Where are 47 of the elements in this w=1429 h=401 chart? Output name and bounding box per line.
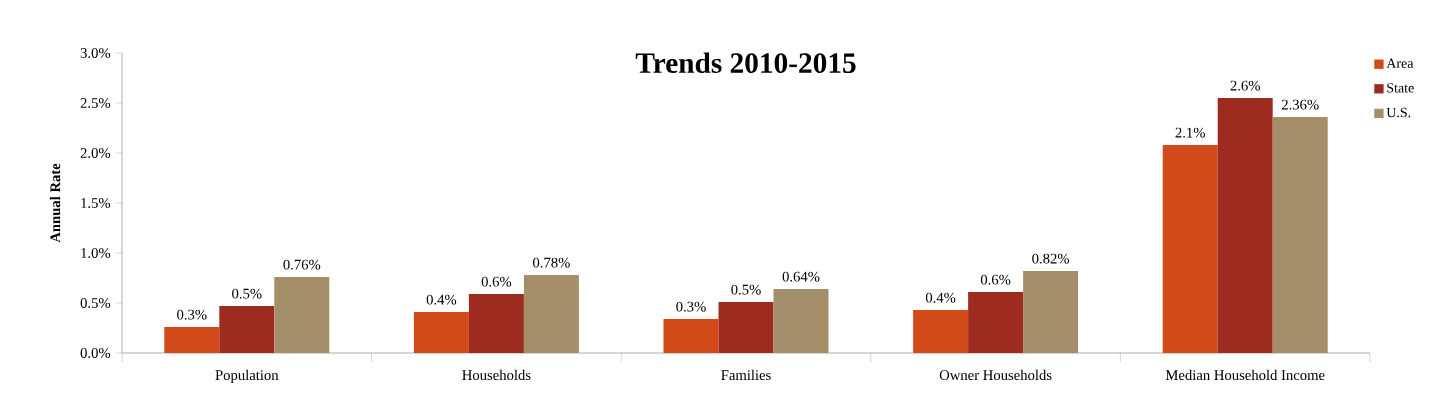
x-tick-label: Median Household Income: [1165, 369, 1325, 381]
y-axis-title: Annual Rate: [49, 163, 61, 243]
bar: [1162, 145, 1218, 353]
data-label: 0.3%: [676, 301, 706, 312]
bar: [1217, 98, 1273, 353]
bar: [1023, 271, 1079, 353]
bar: [718, 302, 774, 353]
bar: [1272, 117, 1328, 353]
bar: [468, 294, 524, 353]
y-tick-label: 3.0%: [80, 48, 111, 58]
bar: [968, 292, 1024, 353]
data-label: 2.1%: [1175, 127, 1205, 138]
y-tick-label: 2.0%: [80, 148, 111, 158]
x-tick-label: Households: [462, 369, 531, 381]
x-tick-label: Owner Households: [939, 369, 1052, 381]
data-label: 0.64%: [782, 271, 820, 282]
bar: [413, 312, 469, 353]
data-label: 0.82%: [1032, 253, 1070, 264]
data-label: 0.3%: [177, 309, 207, 320]
bar: [913, 310, 969, 353]
y-tick-label: 2.5%: [80, 98, 111, 108]
chart-title: Trends 2010-2015: [635, 52, 856, 74]
legend-label: U.S.: [1386, 107, 1411, 118]
bar: [773, 289, 829, 353]
x-tick-label: Population: [215, 369, 279, 383]
bar: [663, 319, 719, 353]
data-label: 0.5%: [232, 288, 262, 299]
bar: [274, 277, 330, 353]
bar: [523, 275, 579, 353]
data-label: 2.36%: [1281, 99, 1319, 110]
data-label: 0.5%: [731, 284, 761, 295]
legend-label: State: [1387, 83, 1414, 93]
x-tick-label: Families: [721, 369, 771, 381]
y-tick-label: 0.0%: [80, 348, 111, 358]
bar: [164, 327, 220, 353]
data-label: 0.4%: [426, 294, 457, 305]
y-tick-label: 1.0%: [81, 248, 111, 258]
data-label: 0.6%: [980, 274, 1011, 285]
bar: [219, 306, 275, 353]
y-tick-label: 0.5%: [80, 298, 111, 308]
data-label: 2.6%: [1230, 80, 1260, 91]
data-label: 0.4%: [925, 292, 956, 303]
data-label: 0.6%: [481, 276, 512, 287]
y-tick-label: 1.5%: [81, 198, 111, 208]
data-label: 0.76%: [283, 259, 321, 270]
data-label: 0.78%: [533, 257, 570, 268]
legend-label: Area: [1386, 58, 1414, 68]
